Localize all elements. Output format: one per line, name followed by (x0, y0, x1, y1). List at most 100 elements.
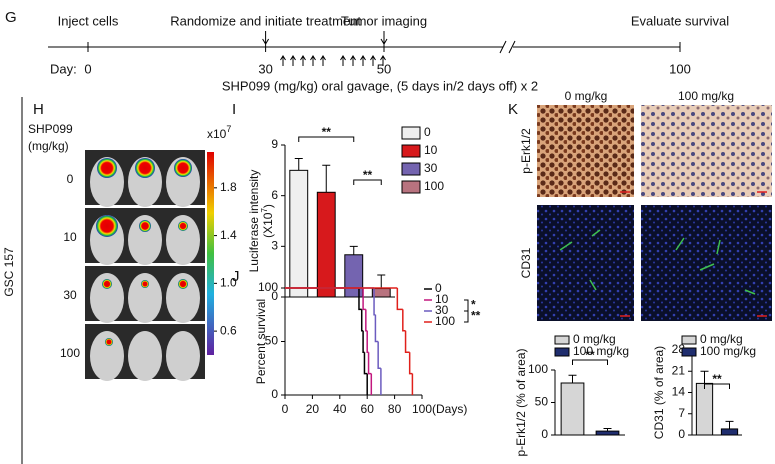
event-label: Randomize and initiate treatment (170, 13, 361, 28)
legend-label: 100 (435, 314, 455, 328)
survival-step (366, 330, 369, 353)
unit-exponent: 7 (226, 124, 231, 134)
column-label: 0 mg/kg (565, 89, 608, 103)
dose-arrow (300, 55, 306, 66)
y-axis-label: Luciferase intensity(X107) (247, 170, 275, 273)
dose-arrow (320, 55, 326, 66)
mouse (166, 273, 200, 323)
ihc-image (537, 105, 634, 197)
y-tick-label: 9 (271, 137, 278, 151)
bar (371, 288, 391, 298)
fluorescence-image (537, 205, 634, 321)
legend-label: 100 mg/kg (573, 344, 629, 358)
significance: ** (363, 168, 373, 182)
bli-signal (102, 279, 112, 289)
bli-signal (135, 158, 155, 178)
panel-label: I (232, 101, 236, 118)
legend-swatch (401, 162, 421, 176)
column-label: 100 mg/kg (678, 89, 734, 103)
y-tick-label: 100 (528, 362, 548, 376)
bar (316, 191, 336, 298)
bli-signal (178, 221, 188, 231)
legend-swatch (401, 144, 421, 158)
y-tick-label: 0 (541, 427, 548, 441)
survival-step (365, 309, 368, 332)
vessels (559, 229, 756, 295)
mouse (166, 331, 200, 381)
y-tick-label: 6 (271, 188, 278, 202)
mouse (128, 215, 162, 265)
colorbar-tick-label: 0.6 (220, 323, 237, 337)
dose-arrow (310, 55, 316, 66)
colorbar-tick-label: 1.8 (220, 180, 237, 194)
y-tick-label: 14 (672, 385, 686, 399)
x-tick-label: 60 (361, 402, 375, 416)
x-axis-label: (Days) (432, 402, 467, 416)
legend-label: 0 mg/kg (573, 332, 616, 346)
unit: x10 (207, 127, 227, 141)
significance-bracket (464, 299, 469, 312)
y-tick-label: 50 (535, 395, 549, 409)
row-label: p-Erk1/2 (519, 128, 533, 174)
significance: ** (585, 348, 595, 362)
legend-label: 30 (424, 161, 438, 175)
row-label: 30 (63, 288, 77, 302)
y-tick-label: 21 (672, 363, 686, 377)
row-label: 100 (60, 346, 80, 360)
survival-step (360, 309, 364, 332)
survival-step (404, 330, 410, 353)
significance-bracket (572, 359, 608, 365)
legend-swatch (401, 180, 421, 194)
dose-arrow (340, 55, 346, 66)
event-arrow (380, 31, 388, 45)
bar (595, 430, 620, 436)
y-tick-label: 3 (271, 239, 278, 253)
bar (344, 254, 364, 298)
mouse (128, 273, 162, 323)
row-label: 10 (63, 230, 77, 244)
bar (695, 382, 714, 436)
y-tick-label: 7 (678, 406, 685, 420)
error-bar (700, 370, 709, 384)
bar (560, 382, 585, 436)
colorbar (207, 152, 214, 355)
legend-swatch (681, 347, 697, 357)
error-bar (349, 245, 358, 255)
bli-signal (178, 279, 188, 289)
y-axis-label-part: ) (261, 204, 275, 208)
error-bar (568, 374, 577, 383)
mouse (166, 215, 200, 265)
significance-bracket (704, 383, 730, 389)
dose-arrow (290, 55, 296, 66)
legend-label: 0 (435, 281, 442, 295)
y-axis-label: CD31 (% of area) (652, 346, 666, 439)
axis-break (499, 40, 516, 54)
bli-signal (105, 338, 113, 346)
row-label: CD31 (519, 247, 533, 278)
day-label: 50 (377, 61, 391, 76)
significance: ** (322, 125, 332, 139)
error-bar (294, 158, 303, 171)
colorbar-tick-label: 1.4 (220, 228, 237, 242)
dose-arrow (380, 55, 386, 66)
bar (289, 169, 309, 298)
dose-arrow (350, 55, 356, 66)
side-label: GSC 157 (2, 247, 16, 297)
legend-label: 100 (424, 179, 444, 193)
bli-signal (141, 280, 149, 288)
error-bar (725, 420, 734, 429)
legend-label: 0 mg/kg (700, 332, 743, 346)
day-label: 0 (84, 61, 91, 76)
h-title: (mg/kg) (28, 139, 69, 153)
event-label: Inject cells (58, 13, 119, 28)
legend-label: 10 (435, 292, 449, 306)
survival-step (362, 330, 365, 353)
x-tick-label: 100 (412, 402, 432, 416)
legend-label: 0 (424, 125, 431, 139)
survival-step (402, 309, 406, 332)
bar (720, 428, 739, 436)
dose-arrow (370, 55, 376, 66)
h-title: SHP099 (28, 122, 73, 136)
significance-bracket (464, 310, 469, 323)
